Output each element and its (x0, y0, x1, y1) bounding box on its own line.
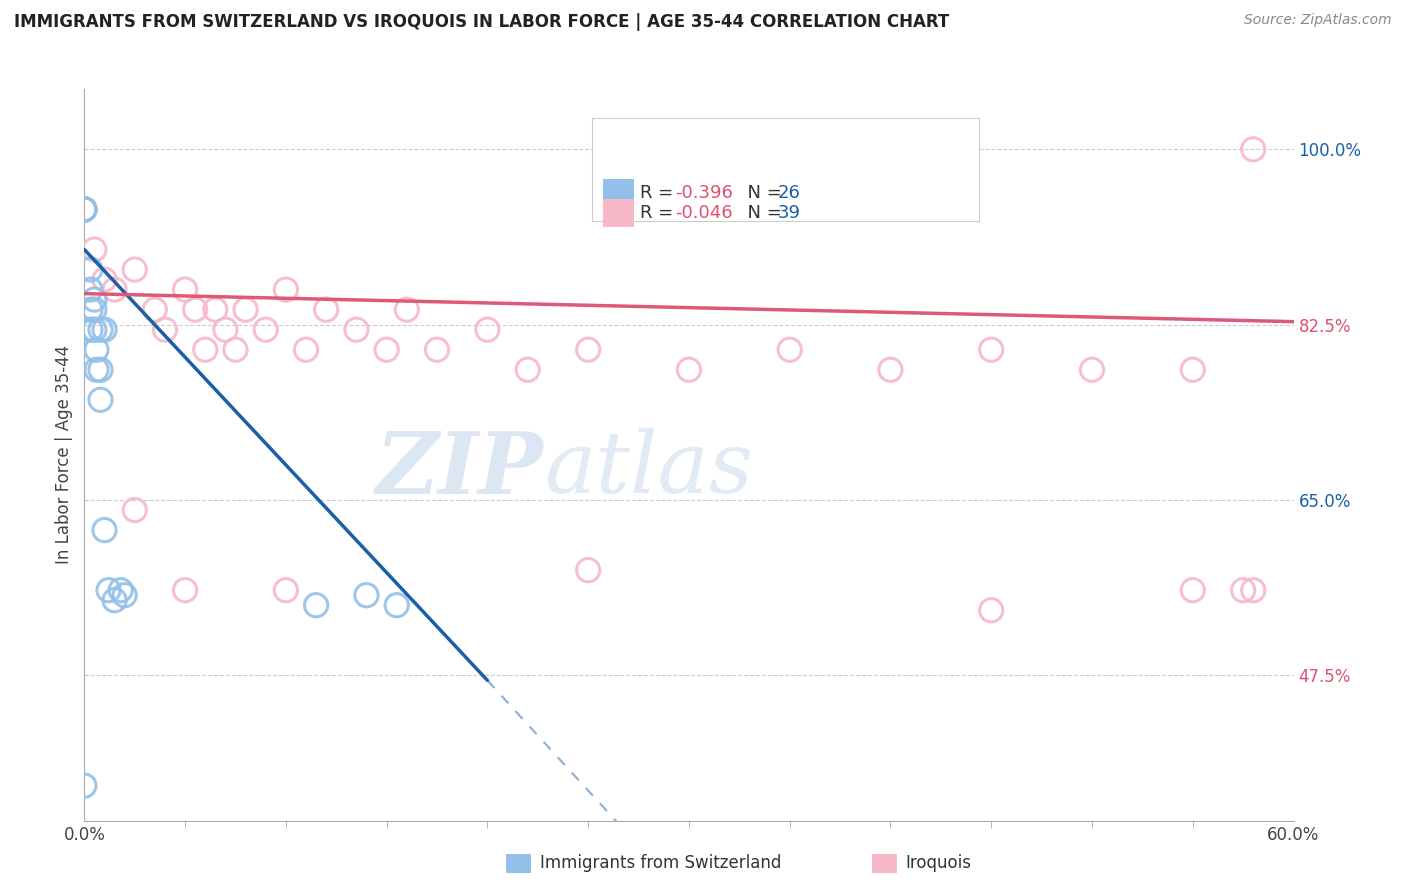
Point (235, 302, 257, 317)
Point (346, 323, 368, 337)
Text: IMMIGRANTS FROM SWITZERLAND VS IROQUOIS IN LABOR FORCE | AGE 35-44 CORRELATION C: IMMIGRANTS FROM SWITZERLAND VS IROQUOIS … (14, 13, 949, 31)
Y-axis label: In Labor Force | Age 35-44: In Labor Force | Age 35-44 (55, 345, 73, 565)
Point (153, 323, 176, 337)
Point (89, 363, 111, 377)
Point (114, 588, 136, 602)
Point (174, 283, 197, 297)
Text: Iroquois: Iroquois (905, 855, 972, 872)
Point (73, 202, 96, 217)
Point (295, 343, 318, 357)
Point (110, 583, 132, 598)
Point (73, 779, 96, 793)
Point (980, 603, 1002, 617)
Point (93, 272, 115, 286)
Point (104, 283, 127, 297)
Point (879, 363, 901, 377)
Point (86, 363, 108, 377)
Point (73, 202, 96, 217)
Point (254, 323, 277, 337)
Point (980, 343, 1002, 357)
Point (124, 503, 146, 517)
Point (1241, 142, 1264, 156)
Text: 39: 39 (778, 204, 801, 222)
Text: Immigrants from Switzerland: Immigrants from Switzerland (540, 855, 782, 872)
Point (83, 302, 105, 317)
Point (426, 343, 449, 357)
Point (274, 283, 297, 297)
Point (214, 323, 236, 337)
Point (79, 262, 101, 277)
Point (73, 202, 96, 217)
Point (79, 323, 101, 337)
Point (1181, 583, 1204, 598)
Text: -0.046: -0.046 (675, 204, 733, 222)
Point (225, 343, 247, 357)
Point (83, 243, 105, 257)
Point (385, 598, 408, 612)
Text: Source: ZipAtlas.com: Source: ZipAtlas.com (1244, 13, 1392, 28)
Text: R =: R = (640, 184, 679, 202)
Text: atlas: atlas (544, 428, 754, 511)
Point (79, 302, 101, 317)
Text: ZIP: ZIP (375, 428, 544, 511)
Point (104, 593, 127, 607)
Point (576, 563, 599, 577)
Point (194, 343, 217, 357)
Text: -0.396: -0.396 (675, 184, 733, 202)
Point (89, 323, 111, 337)
Point (93, 323, 115, 337)
Point (1232, 583, 1254, 598)
Point (274, 583, 297, 598)
Point (375, 343, 398, 357)
Point (356, 588, 378, 602)
Point (477, 323, 499, 337)
Text: R =: R = (640, 204, 679, 222)
Point (83, 293, 105, 307)
Point (576, 343, 599, 357)
Point (516, 363, 538, 377)
Text: 26: 26 (778, 184, 800, 202)
Point (143, 302, 166, 317)
Point (79, 283, 101, 297)
Point (395, 302, 418, 317)
Point (86, 343, 108, 357)
Point (1181, 363, 1204, 377)
Point (93, 523, 115, 537)
Point (678, 363, 700, 377)
Point (83, 323, 105, 337)
Point (1081, 363, 1104, 377)
Point (184, 302, 207, 317)
Point (174, 583, 197, 598)
Point (89, 392, 111, 407)
Point (315, 302, 337, 317)
Point (73, 202, 96, 217)
Point (97, 583, 120, 598)
Point (1241, 583, 1264, 598)
Point (204, 302, 226, 317)
Point (305, 598, 328, 612)
Text: N =: N = (735, 184, 787, 202)
Point (124, 262, 146, 277)
Point (779, 343, 801, 357)
Text: N =: N = (735, 204, 787, 222)
